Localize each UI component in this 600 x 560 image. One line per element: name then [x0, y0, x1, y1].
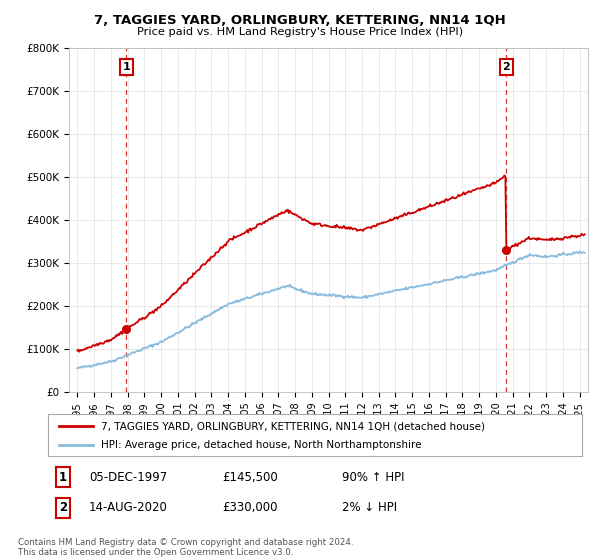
Text: £330,000: £330,000: [222, 501, 277, 515]
Text: 05-DEC-1997: 05-DEC-1997: [89, 470, 167, 484]
Text: 2: 2: [502, 62, 510, 72]
Text: 1: 1: [59, 470, 67, 484]
Text: HPI: Average price, detached house, North Northamptonshire: HPI: Average price, detached house, Nort…: [101, 440, 422, 450]
Text: £145,500: £145,500: [222, 470, 278, 484]
Text: Price paid vs. HM Land Registry's House Price Index (HPI): Price paid vs. HM Land Registry's House …: [137, 27, 463, 37]
Text: 14-AUG-2020: 14-AUG-2020: [89, 501, 167, 515]
Text: 2: 2: [59, 501, 67, 515]
Text: 90% ↑ HPI: 90% ↑ HPI: [342, 470, 404, 484]
Text: Contains HM Land Registry data © Crown copyright and database right 2024.
This d: Contains HM Land Registry data © Crown c…: [18, 538, 353, 557]
Text: 7, TAGGIES YARD, ORLINGBURY, KETTERING, NN14 1QH: 7, TAGGIES YARD, ORLINGBURY, KETTERING, …: [94, 14, 506, 27]
Text: 2% ↓ HPI: 2% ↓ HPI: [342, 501, 397, 515]
Text: 1: 1: [122, 62, 130, 72]
Text: 7, TAGGIES YARD, ORLINGBURY, KETTERING, NN14 1QH (detached house): 7, TAGGIES YARD, ORLINGBURY, KETTERING, …: [101, 421, 485, 431]
